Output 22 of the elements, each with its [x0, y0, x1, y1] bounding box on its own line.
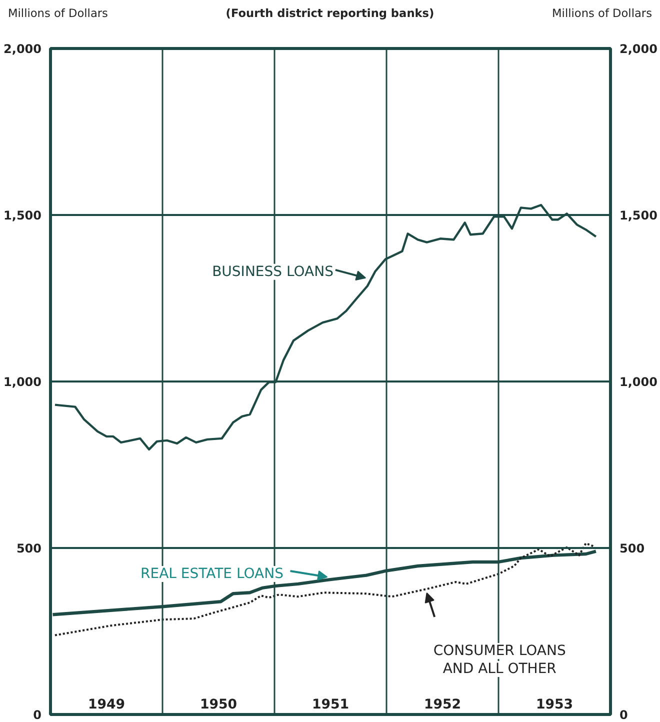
y-tick-label: 0: [33, 708, 42, 722]
chart-title: (Fourth district reporting banks): [226, 5, 434, 22]
x-tick-label: 1949: [88, 698, 126, 712]
y2-tick-label: 1,500: [620, 208, 658, 222]
y-axis-title: Millions of Dollars: [8, 5, 108, 22]
text: CONSUMER LOANS AND ALL OTHER: [433, 642, 566, 677]
x-tick-label: 1952: [424, 698, 462, 712]
legend-label: BUSINESS LOANS: [212, 264, 334, 280]
y2-tick-label: 500: [620, 542, 645, 556]
y-tick-label: 1,500: [4, 208, 42, 222]
y-tick-label: 2,000: [4, 42, 42, 56]
y2-axis-title: Millions of Dollars: [552, 5, 652, 22]
y2-tick-label: 0: [620, 708, 628, 722]
x-tick-label: 1951: [312, 698, 350, 712]
y-tick-label: 1,000: [4, 375, 42, 389]
line-series: [54, 542, 595, 636]
x-tick-label: 1950: [200, 698, 238, 712]
y2-tick-label: 2,000: [620, 42, 658, 56]
y2-tick-label: 1,000: [620, 375, 658, 389]
x-tick-label: 1953: [536, 698, 574, 712]
series-label: REAL ESTATE LOANS: [140, 566, 284, 582]
y-tick-label: 500: [16, 542, 42, 556]
